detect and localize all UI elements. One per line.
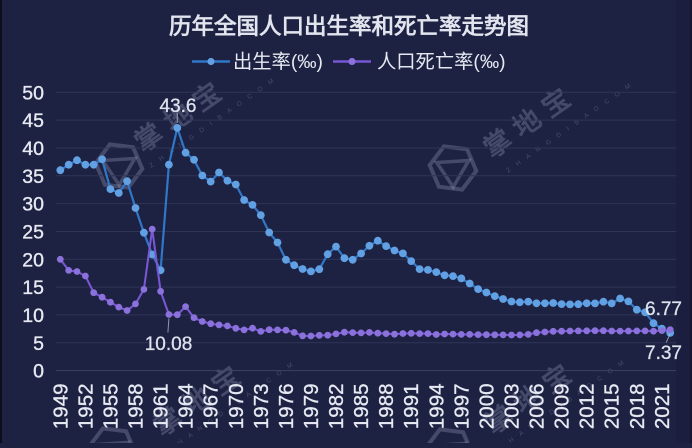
svg-text:5: 5	[33, 333, 44, 355]
svg-text:1964: 1964	[175, 384, 198, 430]
svg-text:1952: 1952	[74, 384, 97, 430]
svg-text:1955: 1955	[99, 384, 122, 430]
svg-text:1967: 1967	[200, 384, 223, 430]
svg-text:7.37: 7.37	[645, 343, 682, 364]
svg-text:2003: 2003	[501, 384, 524, 430]
svg-text:2018: 2018	[626, 384, 649, 430]
svg-text:2015: 2015	[601, 384, 624, 430]
svg-text:25: 25	[22, 222, 44, 244]
svg-text:10.08: 10.08	[145, 334, 193, 355]
svg-text:45: 45	[22, 110, 44, 132]
svg-text:1988: 1988	[375, 384, 398, 430]
svg-text:6.77: 6.77	[645, 299, 682, 320]
svg-text:1997: 1997	[450, 384, 473, 430]
svg-text:1949: 1949	[49, 384, 72, 430]
svg-text:30: 30	[22, 194, 44, 216]
svg-text:2000: 2000	[475, 384, 498, 430]
svg-text:35: 35	[22, 166, 44, 188]
svg-text:2021: 2021	[651, 384, 674, 430]
svg-text:1985: 1985	[350, 384, 373, 430]
svg-text:人口死亡率(‰): 人口死亡率(‰)	[377, 51, 506, 73]
svg-text:1979: 1979	[300, 384, 323, 430]
svg-text:40: 40	[22, 138, 44, 160]
svg-text:2012: 2012	[576, 384, 599, 430]
svg-text:1970: 1970	[225, 384, 248, 430]
svg-text:50: 50	[22, 82, 44, 104]
svg-text:1973: 1973	[250, 384, 273, 430]
svg-text:历年全国人口出生率和死亡率走势图: 历年全国人口出生率和死亡率走势图	[169, 13, 529, 39]
svg-text:1961: 1961	[150, 384, 173, 430]
svg-text:1958: 1958	[125, 384, 148, 430]
svg-text:1991: 1991	[400, 384, 423, 430]
svg-text:1982: 1982	[325, 384, 348, 430]
svg-text:2009: 2009	[551, 384, 574, 430]
svg-text:1976: 1976	[275, 384, 298, 430]
svg-text:15: 15	[22, 277, 44, 299]
svg-text:1994: 1994	[425, 384, 448, 430]
svg-text:2006: 2006	[526, 384, 549, 430]
svg-text:43.6: 43.6	[160, 96, 197, 117]
svg-text:10: 10	[22, 305, 44, 327]
svg-text:出生率(‰): 出生率(‰)	[233, 51, 323, 73]
svg-text:20: 20	[22, 249, 44, 271]
svg-text:0: 0	[33, 361, 44, 383]
